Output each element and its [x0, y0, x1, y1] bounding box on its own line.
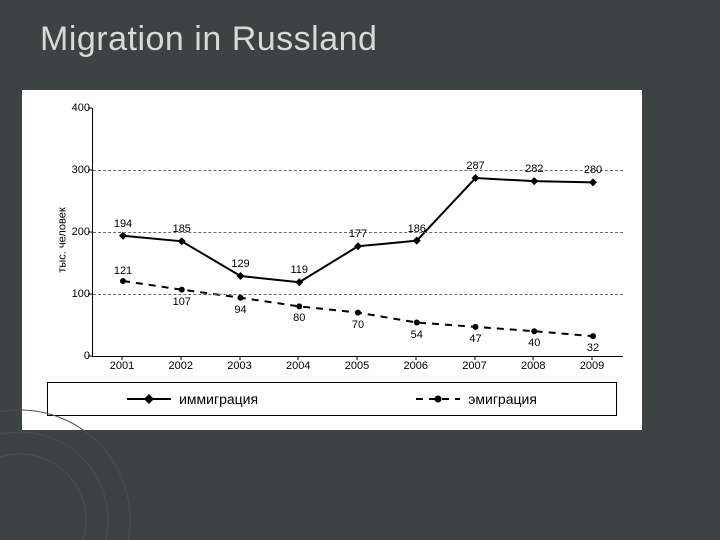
data-label: 282 [525, 163, 543, 175]
x-tick-mark [357, 356, 358, 360]
x-tick-label: 2005 [345, 360, 369, 372]
data-label: 70 [352, 319, 364, 331]
page-title: Migration in Russland [40, 20, 377, 59]
x-tick-mark [533, 356, 534, 360]
data-marker [238, 295, 244, 301]
x-tick-mark [474, 356, 475, 360]
y-tick-mark [88, 170, 92, 171]
x-tick-label: 2002 [169, 360, 193, 372]
y-tick-mark [88, 294, 92, 295]
x-tick-mark [180, 356, 181, 360]
data-label: 194 [114, 218, 132, 230]
x-tick-mark [592, 356, 593, 360]
data-marker [473, 324, 479, 330]
legend-item-immigration: иммиграция [127, 391, 258, 407]
y-tick-mark [88, 108, 92, 109]
legend-sample-emigration [416, 392, 460, 406]
data-marker [355, 310, 361, 316]
data-label: 185 [173, 223, 191, 235]
y-axis-label: тыс. человек [57, 207, 69, 272]
plot-area: 194 185 129 119 177 186 287 282 280 121 107 94 80 70 5… [92, 108, 623, 357]
x-tick-mark [415, 356, 416, 360]
y-tick-label: 300 [66, 164, 90, 176]
x-tick-mark [239, 356, 240, 360]
chart-container: тыс. человек 194 185 129 119 177 186 287 282 280… [22, 90, 642, 430]
legend-sample-immigration [127, 392, 171, 406]
data-label: 186 [408, 223, 426, 235]
data-label: 119 [290, 264, 308, 276]
data-label: 280 [584, 164, 602, 176]
x-tick-label: 2001 [110, 360, 134, 372]
x-tick-label: 2004 [286, 360, 310, 372]
x-tick-label: 2007 [462, 360, 486, 372]
data-marker [589, 178, 597, 186]
y-tick-mark [88, 356, 92, 357]
data-marker [590, 333, 596, 339]
x-tick-label: 2003 [227, 360, 251, 372]
data-label: 54 [411, 329, 423, 341]
data-marker [530, 177, 538, 185]
data-label: 47 [469, 333, 481, 345]
data-marker [414, 320, 420, 326]
x-tick-label: 2009 [580, 360, 604, 372]
data-label: 40 [528, 337, 540, 349]
data-label: 177 [349, 228, 367, 240]
y-tick-label: 200 [66, 226, 90, 238]
data-label: 107 [173, 296, 191, 308]
x-tick-mark [122, 356, 123, 360]
data-marker [120, 278, 126, 284]
x-tick-mark [298, 356, 299, 360]
gridline [93, 170, 623, 171]
data-label: 32 [587, 342, 599, 354]
x-tick-label: 2008 [521, 360, 545, 372]
data-marker [531, 328, 537, 334]
y-tick-label: 400 [66, 102, 90, 114]
data-label: 129 [231, 258, 249, 270]
legend: иммиграция эмиграция [47, 382, 617, 416]
slide: Migration in Russland тыс. человек 194 18… [0, 0, 720, 540]
y-tick-mark [88, 232, 92, 233]
x-tick-label: 2006 [404, 360, 428, 372]
data-label: 287 [466, 160, 484, 172]
legend-item-emigration: эмиграция [416, 391, 537, 407]
legend-label: эмиграция [468, 391, 537, 407]
data-label: 80 [293, 312, 305, 324]
legend-label: иммиграция [179, 391, 258, 407]
y-tick-label: 100 [66, 288, 90, 300]
data-label: 94 [234, 304, 246, 316]
data-marker [296, 303, 302, 309]
data-marker [179, 287, 185, 293]
y-tick-label: 0 [66, 350, 90, 362]
data-label: 121 [114, 265, 132, 277]
